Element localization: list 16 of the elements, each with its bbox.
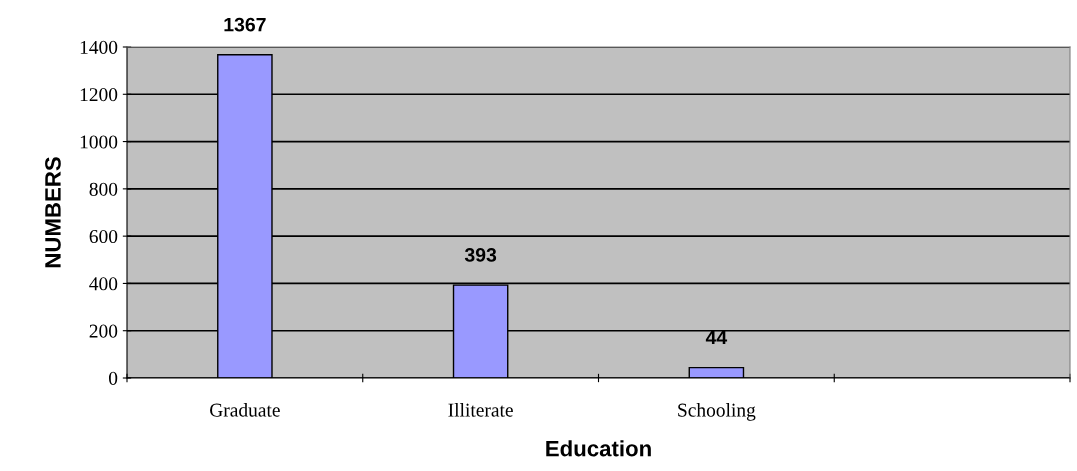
y-axis-title: NUMBERS bbox=[45, 157, 61, 268]
y-tick-label: 1200 bbox=[80, 88, 118, 102]
x-tick-label: Illiterate bbox=[448, 403, 513, 417]
data-label: 1367 bbox=[224, 17, 266, 32]
x-axis-title: Education bbox=[546, 440, 651, 457]
y-tick-label: 0 bbox=[108, 371, 118, 385]
y-tick-label: 200 bbox=[89, 324, 118, 338]
y-tick-label: 1000 bbox=[80, 135, 118, 149]
y-tick-label: 800 bbox=[89, 182, 118, 196]
y-tick-label: 600 bbox=[89, 229, 118, 244]
y-tick-label: 1400 bbox=[80, 40, 118, 54]
x-tick-label: Graduate bbox=[210, 403, 280, 417]
data-label: 44 bbox=[705, 330, 728, 345]
y-tick-label: 400 bbox=[89, 277, 118, 291]
data-label: 393 bbox=[464, 248, 497, 262]
x-tick-label: Schooling bbox=[678, 403, 756, 421]
